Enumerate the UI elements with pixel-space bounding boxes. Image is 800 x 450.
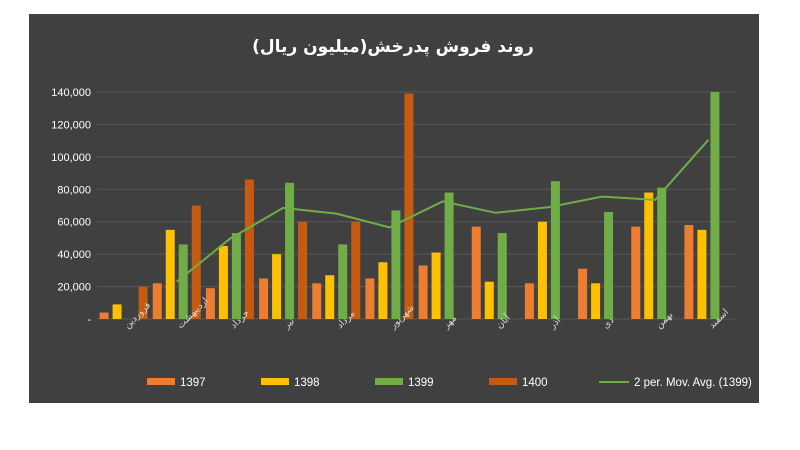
bar-1398-7: [484, 281, 494, 319]
bar-1399-4: [338, 244, 348, 319]
y-tick-label: 120,000: [51, 119, 91, 131]
x-tick-label: فروردین: [122, 300, 153, 331]
bar-1399-8: [550, 181, 560, 319]
bar-1397-2: [205, 288, 215, 319]
bar-1399-10: [657, 187, 667, 319]
legend-swatch-1400: [489, 378, 517, 385]
y-tick-label: 80,000: [57, 184, 91, 196]
legend-label: 1398: [294, 377, 320, 389]
bar-1398-2: [218, 246, 228, 319]
legend-label-trendline: 2 per. Mov. Avg. (1399): [634, 377, 752, 389]
bar-1397-10: [631, 226, 641, 319]
x-tick-label: آذر: [545, 314, 563, 332]
bar-1400-2: [244, 179, 254, 319]
bar-1398-1: [165, 229, 175, 319]
legend-swatch-1397: [147, 378, 175, 385]
bar-1400-4: [351, 221, 361, 319]
bar-1397-0: [99, 312, 109, 319]
bar-1397-1: [152, 283, 162, 319]
bar-1398-9: [591, 283, 601, 319]
legend-label: 1399: [408, 377, 434, 389]
trendline: [176, 139, 710, 283]
y-tick-label: 20,000: [57, 282, 91, 294]
chart-svg: روند فروش پدرخش(میلیون ریال) - 20,000 40,0…: [51, 37, 752, 389]
bar-1398-4: [325, 275, 335, 319]
x-tick-label: تیر: [281, 315, 297, 331]
legend: 1397 1398 1399 1400 2 per. Mov. Avg. (1399): [147, 377, 752, 389]
x-tick-label: آبان: [493, 311, 513, 331]
x-tick-label: مهر: [440, 313, 459, 332]
bar-1399-2: [231, 233, 241, 319]
bar-1398-10: [644, 192, 654, 319]
bar-1399-5: [391, 210, 401, 319]
bar-1399-1: [178, 244, 188, 319]
bar-1400-0: [138, 286, 148, 319]
bar-1399-11: [710, 92, 720, 319]
y-tick-label: 140,000: [51, 87, 91, 99]
bar-1397-4: [312, 283, 322, 319]
bar-1397-11: [684, 224, 694, 319]
y-tick-label: 100,000: [51, 152, 91, 164]
chart-panel: روند فروش پدرخش(میلیون ریال) - 20,000 40,0…: [29, 14, 759, 403]
bar-1397-6: [418, 265, 428, 319]
bar-1397-3: [259, 278, 269, 319]
x-tick-label: دی: [600, 315, 616, 331]
bar-1399-7: [497, 233, 507, 319]
bar-1397-8: [524, 283, 534, 319]
bar-1399-9: [604, 211, 614, 319]
y-tick-label: 40,000: [57, 249, 91, 261]
bar-1398-3: [272, 254, 282, 319]
bar-1400-5: [404, 93, 414, 319]
y-axis-ticks: - 20,000 40,000 60,000 80,000 100,000 120,000 1…: [51, 87, 91, 326]
bar-1398-0: [112, 304, 122, 319]
legend-swatch-1398: [261, 378, 289, 385]
legend-label: 1397: [180, 377, 206, 389]
bar-1398-11: [697, 229, 707, 319]
y-tick-label: -: [87, 314, 91, 326]
legend-swatch-1399: [375, 378, 403, 385]
legend-label: 1400: [522, 377, 548, 389]
x-tick-label: بهمن: [654, 309, 676, 331]
bar-1397-9: [578, 268, 588, 319]
bar-1398-5: [378, 262, 388, 319]
gridlines: [97, 91, 735, 320]
bar-1400-1: [191, 205, 201, 319]
bars: [99, 92, 720, 319]
bar-1398-6: [431, 252, 441, 319]
chart-title: روند فروش پدرخش(میلیون ریال): [252, 37, 534, 57]
bar-1400-3: [298, 221, 308, 319]
bar-1397-5: [365, 278, 375, 319]
bar-1398-8: [537, 221, 547, 319]
bar-1397-7: [471, 226, 481, 319]
bar-1399-6: [444, 192, 454, 319]
trendline-moving-average: [176, 139, 710, 283]
bar-1399-3: [285, 182, 295, 319]
y-tick-label: 60,000: [57, 217, 91, 229]
